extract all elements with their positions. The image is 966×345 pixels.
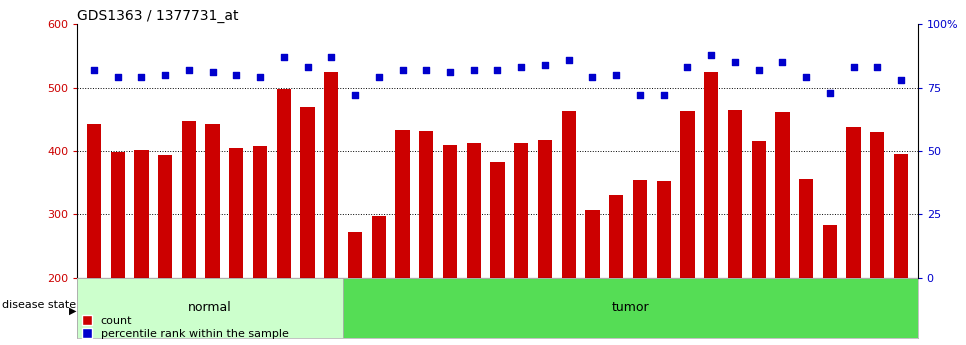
Bar (229, 148, 243, 345)
Bar (158, 155, 172, 345)
Bar (870, 132, 885, 345)
Text: tumor: tumor (611, 302, 649, 314)
Text: disease state: disease state (2, 300, 76, 310)
Point (133, 75, 149, 80)
Text: normal: normal (188, 302, 232, 314)
Bar (680, 111, 695, 345)
Bar (491, 162, 504, 345)
Bar (514, 143, 528, 345)
Bar (538, 139, 553, 345)
Point (418, 67, 434, 72)
Bar (727, 110, 742, 345)
Bar (276, 89, 291, 345)
Bar (300, 107, 315, 345)
Point (846, 65, 862, 70)
Point (751, 67, 766, 72)
Bar (752, 141, 766, 345)
Bar (633, 180, 647, 345)
Bar (372, 216, 385, 345)
Bar (799, 179, 813, 345)
Bar (704, 72, 719, 345)
Point (276, 55, 292, 60)
Point (205, 70, 220, 75)
Point (252, 75, 268, 80)
Bar (206, 124, 219, 345)
Bar (110, 152, 125, 345)
Point (537, 62, 553, 68)
Point (395, 67, 411, 72)
Bar (87, 124, 101, 345)
Text: ▶: ▶ (69, 306, 76, 316)
Bar (585, 210, 600, 345)
Bar (657, 181, 670, 345)
Point (584, 75, 600, 80)
Point (727, 59, 743, 65)
Point (869, 65, 885, 70)
Point (299, 65, 315, 70)
Point (86, 67, 101, 72)
Bar (846, 128, 861, 345)
Point (182, 67, 197, 72)
Bar (823, 225, 837, 345)
Point (609, 72, 624, 78)
Point (442, 70, 458, 75)
Bar (419, 131, 434, 345)
Legend: count, percentile rank within the sample: count, percentile rank within the sample (83, 316, 289, 339)
Point (348, 92, 363, 98)
Point (775, 59, 790, 65)
Bar (776, 112, 789, 345)
Bar (134, 150, 149, 345)
Point (561, 57, 577, 62)
Bar (253, 147, 268, 345)
Bar (894, 154, 908, 345)
Point (371, 75, 386, 80)
Point (703, 52, 719, 57)
Bar (182, 120, 196, 345)
Point (110, 75, 126, 80)
Point (632, 92, 647, 98)
Bar (467, 143, 481, 345)
Point (514, 65, 529, 70)
Point (466, 67, 481, 72)
Point (324, 55, 339, 60)
Bar (442, 145, 457, 345)
Bar (325, 72, 338, 345)
Bar (348, 232, 362, 345)
Bar (395, 130, 410, 345)
Point (822, 90, 838, 95)
Text: GDS1363 / 1377731_at: GDS1363 / 1377731_at (77, 9, 239, 23)
Point (490, 67, 505, 72)
Bar (343, 278, 918, 338)
Point (798, 75, 813, 80)
Bar (610, 195, 623, 345)
Point (656, 92, 671, 98)
Bar (77, 278, 343, 338)
Bar (561, 111, 576, 345)
Point (680, 65, 696, 70)
Point (229, 72, 244, 78)
Point (894, 77, 909, 83)
Point (157, 72, 173, 78)
